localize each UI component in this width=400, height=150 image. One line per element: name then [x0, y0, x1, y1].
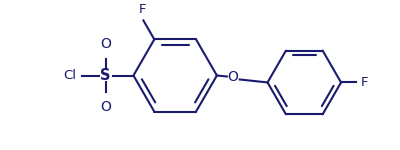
Text: F: F	[361, 76, 368, 89]
Text: O: O	[100, 37, 111, 51]
Text: O: O	[227, 70, 238, 84]
Text: Cl: Cl	[63, 69, 76, 82]
Text: O: O	[100, 100, 111, 114]
Text: F: F	[139, 3, 146, 16]
Text: S: S	[100, 68, 111, 83]
